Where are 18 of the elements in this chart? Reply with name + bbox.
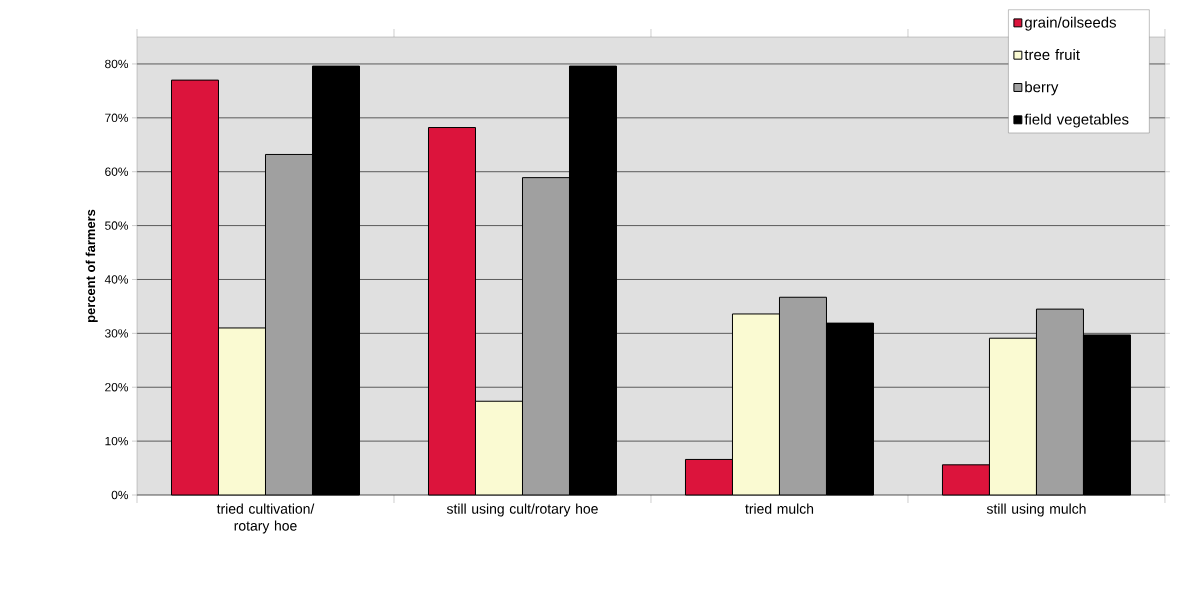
y-axis-title: percent of farmers [85,209,98,322]
legend-label: field vegetables [1024,113,1129,128]
y-tick-label: 30% [105,329,129,338]
x-tick-label: still using cult/rotary hoe [446,503,598,517]
legend-label: grain/oilseeds [1024,16,1116,31]
y-tick-label: 50% [105,221,129,230]
x-tick-label: tried cultivation/ rotary hoe [216,503,315,534]
y-tick-label: 80% [105,59,129,69]
x-tick-label: tried mulch [745,503,814,514]
y-tick-label: 20% [105,383,129,392]
legend-label: berry [1025,81,1059,96]
y-tick-label: 40% [104,275,129,284]
y-tick-label: 70% [105,113,129,123]
x-tick-label: still using mulch [986,503,1086,517]
y-tick-label: 60% [105,167,129,176]
legend-label: tree fruit [1024,49,1080,60]
y-tick-label: 0% [111,490,129,500]
y-tick-label: 10% [105,436,129,446]
